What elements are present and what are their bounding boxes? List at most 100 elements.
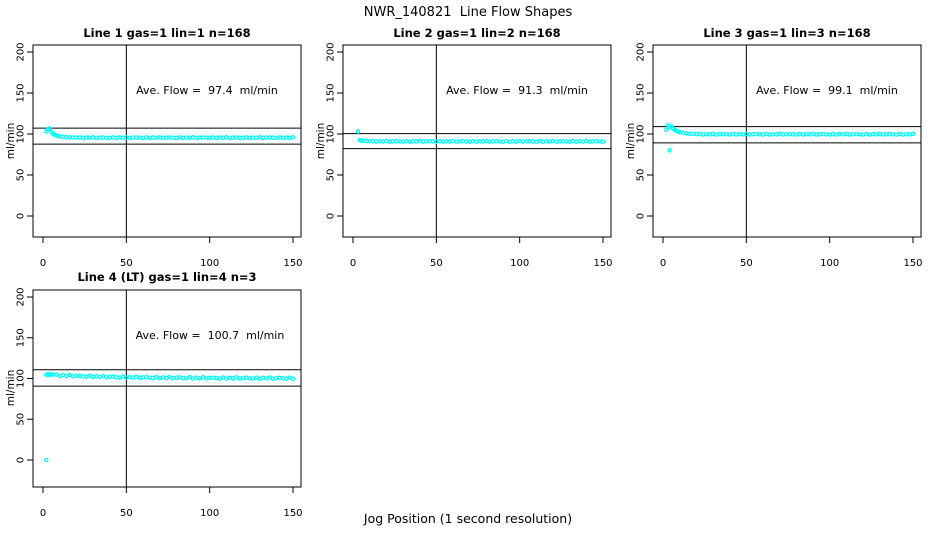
subplot-4-title: Line 4 (LT) gas=1 lin=4 n=3 [77,270,257,284]
data-point [127,374,132,380]
data-point [810,131,816,137]
y-tick-label: 100 [16,369,27,388]
figure-title: NWR_140821 Line Flow Shapes [363,5,573,20]
data-point [417,138,422,144]
data-point [467,139,472,144]
plot-frame [342,44,612,238]
data-point [287,135,292,141]
data-point [877,131,882,137]
x-tick-label: 0 [40,258,46,269]
data-point [140,135,146,141]
data-point [667,148,672,153]
subplot-4: 0 50 100 150 200 0 50 100 150 [16,287,303,519]
y-tick-label: 50 [16,169,27,182]
y-tick-label: 200 [326,42,337,61]
subplot-2-title: Line 2 gas=1 lin=2 n=168 [393,26,561,40]
data-point [514,139,519,144]
data-point [214,135,219,141]
data-point [160,375,166,380]
data-point [290,135,296,140]
data-point [697,131,702,137]
data-point [840,132,846,137]
data-point [500,139,506,144]
data-point [807,132,812,137]
x-axis-label: Jog Position (1 second resolution) [363,511,573,526]
data-point [277,135,282,140]
data-point [550,138,556,144]
subplot-3-ave-flow-annotation: Ave. Flow = 99.1 ml/min [756,84,898,97]
y-tick-label: 0 [636,213,647,219]
data-point [730,131,736,137]
data-point [910,131,916,137]
data-point [764,131,769,137]
data-point [110,135,116,140]
data-point [77,135,82,140]
x-tick-label: 0 [40,508,46,519]
data-point [80,135,86,141]
data-point [290,376,296,381]
data-point [154,135,159,141]
y-tick-label: 50 [16,413,27,426]
data-point [254,135,259,141]
y-tick-label: 100 [326,124,337,143]
data-point [517,138,522,144]
subplot-3-ylabel: ml/min [625,122,637,160]
data-point [144,374,149,380]
data-point [767,132,772,137]
data-point [900,132,906,137]
data-point [700,132,706,137]
data-point [94,374,99,379]
y-tick-label: 150 [326,83,337,102]
data-point [374,139,379,144]
y-tick-label: 50 [326,169,337,182]
data-point [727,132,732,137]
data-point [794,132,799,137]
data-point [104,374,109,380]
data-point [507,139,512,144]
data-point [874,132,879,137]
x-tick-label: 0 [350,258,356,269]
subplot-1-ylabel: ml/min [5,122,17,160]
data-point [174,135,179,141]
plot-frame [32,289,302,488]
x-tick-label: 150 [283,258,302,269]
data-point [180,135,186,141]
data-point [237,376,242,381]
data-point [244,135,249,140]
x-tick-label: 50 [120,258,133,269]
data-point [484,138,489,144]
data-point [864,131,869,137]
data-point [800,132,806,137]
y-tick-label: 0 [326,213,337,219]
data-point [894,132,899,137]
data-point [210,375,216,380]
data-point [147,135,152,141]
plot-frame [32,44,302,238]
y-tick-label: 0 [16,457,27,463]
data-point [280,135,286,141]
data-point [355,129,361,134]
data-point [777,131,782,137]
data-point [474,139,479,144]
data-point [157,135,162,140]
y-tick-label: 100 [636,124,647,143]
data-point [407,139,412,144]
data-point [504,138,509,144]
data-point [77,373,82,378]
data-point [540,139,546,144]
data-point [797,131,802,137]
y-tick-label: 200 [636,42,647,61]
data-point [844,131,849,137]
x-tick-label: 100 [200,258,219,269]
data-point [470,138,476,144]
y-tick-label: 0 [16,213,27,219]
data-point [447,139,452,144]
data-point [380,139,386,144]
subplot-1-ave-flow-annotation: Ave. Flow = 97.4 ml/min [136,84,278,97]
x-tick-label: 50 [740,258,753,269]
data-point [827,132,832,137]
data-point [207,135,212,141]
data-point [567,139,572,144]
